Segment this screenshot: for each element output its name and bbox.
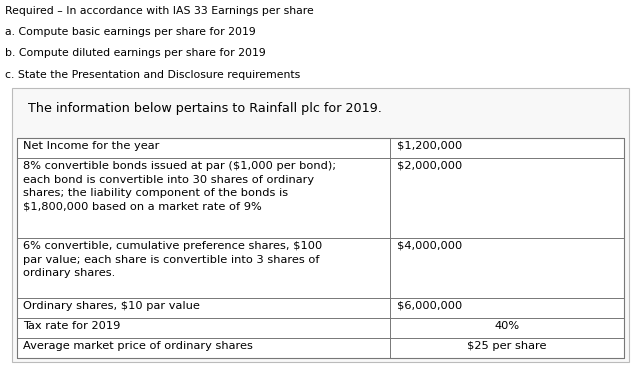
Text: Ordinary shares, $10 par value: Ordinary shares, $10 par value (23, 301, 200, 311)
FancyBboxPatch shape (12, 88, 629, 362)
Text: b. Compute diluted earnings per share for 2019: b. Compute diluted earnings per share fo… (5, 48, 266, 58)
Text: Average market price of ordinary shares: Average market price of ordinary shares (23, 341, 253, 351)
Text: Net Income for the year: Net Income for the year (23, 141, 159, 151)
Text: Required – In accordance with IAS 33 Earnings per share: Required – In accordance with IAS 33 Ear… (5, 6, 314, 15)
Text: $6,000,000: $6,000,000 (397, 301, 462, 311)
Text: $1,200,000: $1,200,000 (397, 141, 462, 151)
Text: $2,000,000: $2,000,000 (397, 161, 462, 171)
Text: $4,000,000: $4,000,000 (397, 241, 462, 251)
Text: c. State the Presentation and Disclosure requirements: c. State the Presentation and Disclosure… (5, 70, 300, 79)
Text: Tax rate for 2019: Tax rate for 2019 (23, 321, 121, 331)
Text: The information below pertains to Rainfall plc for 2019.: The information below pertains to Rainfa… (28, 102, 381, 115)
Text: 8% convertible bonds issued at par ($1,000 per bond);
each bond is convertible i: 8% convertible bonds issued at par ($1,0… (23, 161, 336, 212)
FancyBboxPatch shape (17, 138, 624, 358)
Text: 40%: 40% (494, 321, 519, 331)
Text: 6% convertible, cumulative preference shares, $100
par value; each share is conv: 6% convertible, cumulative preference sh… (23, 241, 322, 278)
Text: $25 per share: $25 per share (467, 341, 547, 351)
Text: a. Compute basic earnings per share for 2019: a. Compute basic earnings per share for … (5, 27, 256, 37)
